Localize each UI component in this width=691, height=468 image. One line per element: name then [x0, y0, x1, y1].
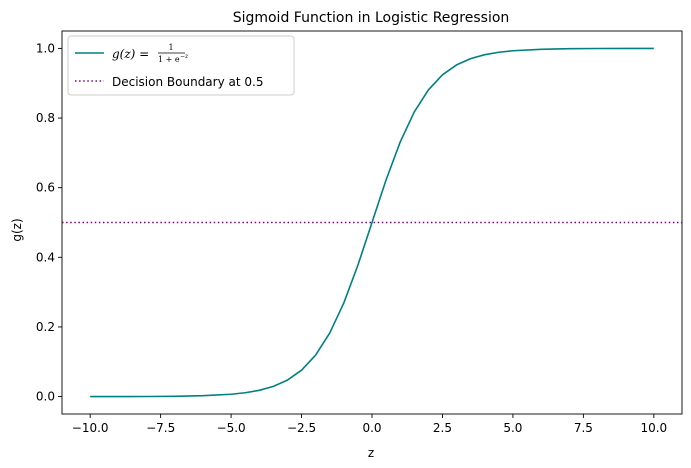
legend-sigmoid-denominator: 1 + e	[158, 55, 180, 64]
y-axis-label: g(z)	[10, 218, 24, 241]
x-axis-label: z	[368, 446, 374, 460]
y-tick-label: 0.6	[36, 181, 55, 195]
y-axis: 0.0 0.2 0.4 0.6 0.8 1.0	[36, 41, 62, 404]
y-tick-label: 0.0	[36, 390, 55, 404]
y-tick-label: 0.4	[36, 250, 55, 264]
y-tick-label: 0.2	[36, 320, 55, 334]
x-tick-label: 10.0	[640, 421, 667, 435]
x-tick-label: 7.5	[574, 421, 593, 435]
y-tick-label: 0.8	[36, 111, 55, 125]
legend-sigmoid-lhs: g(z) =	[112, 47, 149, 61]
x-axis: −10.0 −7.5 −5.0 −2.5 0.0 2.5 5.0 7.5 10.0	[72, 414, 667, 435]
x-tick-label: −5.0	[217, 421, 246, 435]
chart-title: Sigmoid Function in Logistic Regression	[233, 10, 510, 26]
legend: g(z) = 1 1 + e −z Decision Boundary at 0…	[67, 35, 295, 96]
x-tick-label: −7.5	[146, 421, 175, 435]
x-tick-label: 5.0	[503, 421, 522, 435]
legend-sigmoid-exponent: −z	[180, 53, 189, 60]
x-tick-label: 2.5	[433, 421, 452, 435]
legend-box	[67, 35, 295, 96]
y-tick-label: 1.0	[36, 41, 55, 55]
legend-boundary-label: Decision Boundary at 0.5	[112, 75, 263, 89]
sigmoid-curve	[90, 47, 654, 398]
x-tick-label: −2.5	[287, 421, 316, 435]
x-tick-label: −10.0	[72, 421, 109, 435]
legend-sigmoid-numerator: 1	[168, 43, 173, 52]
x-tick-label: 0.0	[362, 421, 381, 435]
